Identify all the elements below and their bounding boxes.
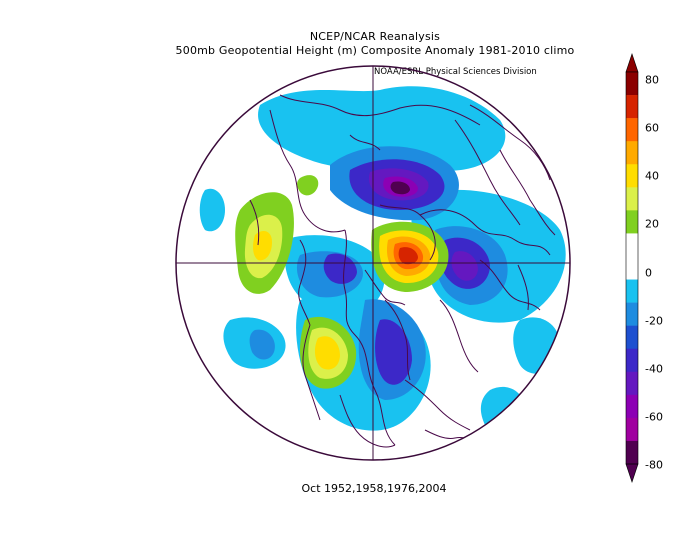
anomaly-region xyxy=(249,329,275,360)
colorbar-segment xyxy=(626,325,638,350)
colorbar-segment xyxy=(626,348,638,373)
colorbar-segment xyxy=(626,233,638,257)
colorbar-segment xyxy=(626,302,638,326)
globe-outline xyxy=(175,65,571,461)
colorbar xyxy=(625,53,639,483)
colorbar-segment xyxy=(626,118,638,142)
colorbar-segment xyxy=(626,256,638,280)
anomaly-region xyxy=(199,188,225,232)
colorbar-segment xyxy=(626,72,638,96)
date-caption: Oct 1952,1958,1976,2004 xyxy=(301,482,447,495)
anomaly-region xyxy=(375,319,412,385)
anomaly-region xyxy=(398,247,418,265)
credit-text: NOAA/ESRL Physical Sciences Division xyxy=(374,67,537,77)
colorbar-tick-label: -40 xyxy=(645,362,663,376)
colorbar-segment xyxy=(626,164,638,188)
colorbar-frame xyxy=(625,71,639,465)
anomaly-region xyxy=(513,317,561,374)
anomaly-region xyxy=(314,336,340,370)
colorbar-tick-label: 40 xyxy=(645,169,659,183)
colorbar-tick-label: 20 xyxy=(645,217,659,231)
colorbar-segment xyxy=(626,210,638,234)
anomaly-region xyxy=(258,86,506,171)
colorbar-segment xyxy=(626,279,638,303)
colorbar-tick-label: 0 xyxy=(645,266,652,279)
colorbar-tick-label: 60 xyxy=(645,121,659,135)
colorbar-segment xyxy=(626,394,638,419)
colorbar-bottom-arrow xyxy=(625,463,639,483)
colorbar-segment xyxy=(626,187,638,211)
anomaly-region xyxy=(297,175,319,196)
anomaly-region xyxy=(390,181,410,195)
colorbar-top-arrow xyxy=(625,53,639,73)
colorbar-segment xyxy=(626,371,638,396)
colorbar-tick-label: -60 xyxy=(645,410,663,424)
colorbar-segment xyxy=(626,141,638,165)
coastlines xyxy=(249,94,556,448)
anomaly-region xyxy=(451,251,478,281)
anomaly-region xyxy=(253,230,272,261)
title-line-2: 500mb Geopotential Height (m) Composite … xyxy=(175,44,575,57)
title-line-1: NCEP/NCAR Reanalysis xyxy=(309,30,441,43)
colorbar-segment xyxy=(626,417,638,442)
anomaly-region xyxy=(323,253,357,284)
anomaly-field xyxy=(199,86,566,436)
colorbar-tick-label: -80 xyxy=(645,458,663,472)
colorbar-segment xyxy=(626,95,638,119)
colorbar-tick-label: 80 xyxy=(645,73,659,87)
colorbar-segment xyxy=(626,440,638,465)
colorbar-tick-label: -20 xyxy=(645,314,663,328)
